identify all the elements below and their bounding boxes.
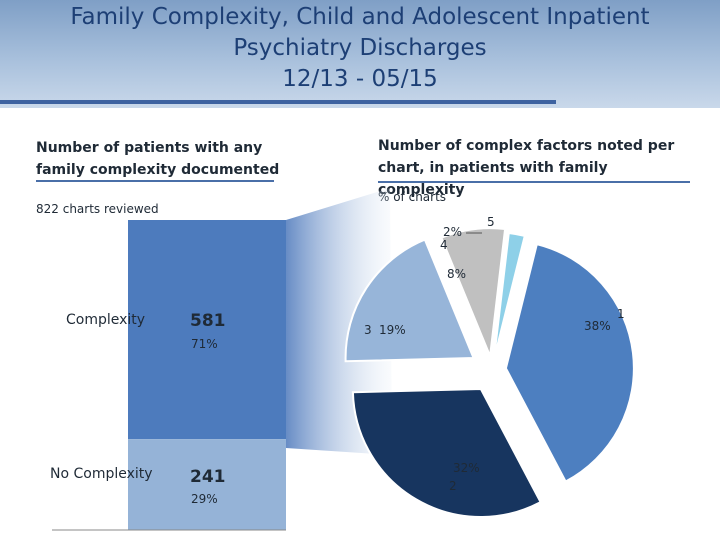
bar-to-pie-connector bbox=[286, 188, 392, 455]
title-underline bbox=[0, 100, 556, 104]
slice-label-2-percent: 32% bbox=[453, 461, 480, 475]
slice-label-5-factors: 5 bbox=[487, 215, 495, 229]
value-label-no-complexity: 241 bbox=[190, 467, 226, 487]
title-line-1: Family Complexity, Child and Adolescent … bbox=[70, 4, 650, 30]
pie-slice-5 bbox=[492, 231, 526, 361]
pie-slice-1 bbox=[504, 242, 635, 483]
category-label-complexity: Complexity bbox=[66, 312, 145, 328]
pie-slice-3 bbox=[344, 238, 476, 363]
slice-label-2-factors: 2 bbox=[449, 479, 457, 493]
title-banner: Family Complexity, Child and Adolescent … bbox=[0, 0, 720, 108]
percent-of-charts-note: % of charts bbox=[378, 190, 447, 204]
slide-title: Family Complexity, Child and Adolescent … bbox=[0, 2, 720, 95]
category-label-no-complexity: No Complexity bbox=[50, 466, 153, 482]
pie-slice-4 bbox=[440, 227, 507, 361]
slice-label-5-percent: 2% bbox=[443, 225, 462, 239]
right-heading-rule bbox=[378, 181, 690, 183]
title-line-3: 12/13 - 05/15 bbox=[282, 66, 438, 92]
bar-segment-complexity bbox=[128, 220, 286, 440]
pie-chart bbox=[344, 227, 635, 518]
slice-label-3-factors: 3 bbox=[364, 323, 372, 337]
slice-label-3-percent: 19% bbox=[379, 323, 406, 337]
slice-label-4-percent: 8% bbox=[447, 267, 466, 281]
slice-label-4-factors: 4 bbox=[440, 238, 448, 252]
slice-label-1-factors: 1 bbox=[617, 307, 625, 321]
left-heading-rule bbox=[36, 180, 274, 182]
left-panel-heading: Number of patients with any family compl… bbox=[36, 140, 280, 178]
chart-labels: Complexity 581 71% No Complexity 241 29%… bbox=[50, 215, 625, 506]
title-line-2: Psychiatry Discharges bbox=[233, 35, 487, 61]
charts-reviewed-note: 822 charts reviewed bbox=[36, 202, 159, 216]
pie-slice-2 bbox=[351, 387, 542, 518]
right-panel-heading: Number of complex factors noted per char… bbox=[378, 138, 675, 198]
value-label-complexity: 581 bbox=[190, 311, 226, 331]
stacked-bar bbox=[52, 220, 286, 531]
slice-label-1-percent: 38% bbox=[584, 319, 611, 333]
bar-segment-no-complexity bbox=[128, 439, 286, 530]
percent-label-complexity: 71% bbox=[191, 337, 218, 351]
percent-label-no-complexity: 29% bbox=[191, 492, 218, 506]
